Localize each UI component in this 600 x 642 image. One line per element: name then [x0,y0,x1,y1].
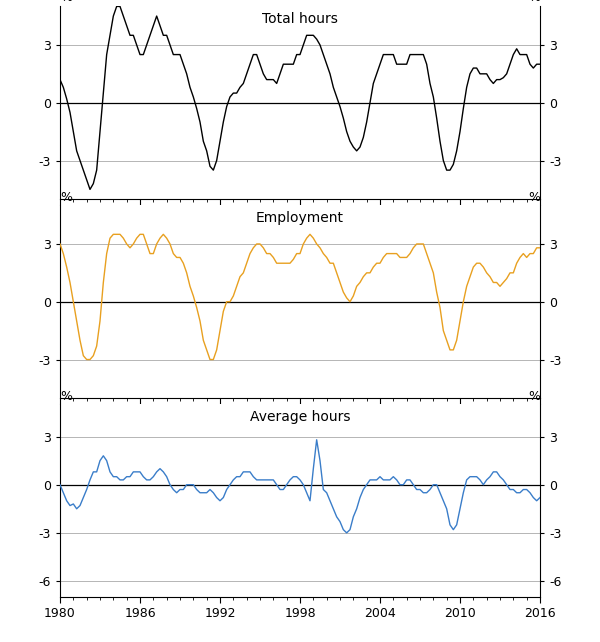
Text: %: % [60,390,72,403]
Text: %: % [528,0,540,4]
Text: %: % [528,191,540,204]
Text: %: % [60,0,72,4]
Text: %: % [60,191,72,204]
Text: Employment: Employment [256,211,344,225]
Text: Average hours: Average hours [250,410,350,424]
Text: Total hours: Total hours [262,12,338,26]
Text: %: % [528,390,540,403]
